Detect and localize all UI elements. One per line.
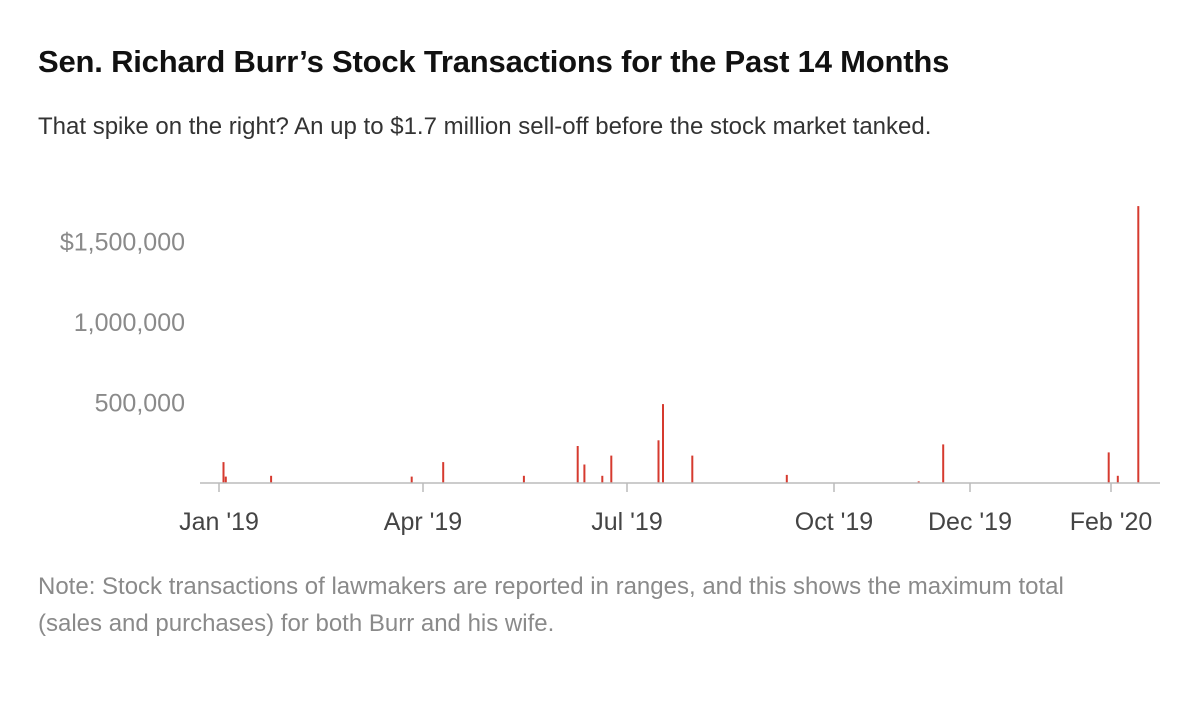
x-tick-label: Jan '19	[179, 508, 259, 536]
transaction-bar	[662, 404, 664, 483]
transaction-bar	[917, 481, 920, 483]
transaction-bar	[270, 475, 273, 483]
transaction-bar	[785, 474, 788, 483]
chart-subtitle: That spike on the right? An up to $1.7 m…	[38, 113, 932, 140]
y-tick-label: 1,000,000	[74, 309, 185, 337]
x-tick-label: Dec '19	[928, 508, 1012, 536]
transaction-bar	[442, 462, 445, 483]
stock-transactions-chart: 500,000 1,000,000 $1,500,000 Jan '19 Apr '1…	[60, 206, 1160, 536]
transaction-bar	[1116, 475, 1119, 483]
y-tick-label: 500,000	[95, 390, 185, 418]
x-axis: Jan '19 Apr '19 Jul '19 Oct '19 Dec '19 Feb '…	[179, 483, 1152, 536]
chart-title: Sen. Richard Burr’s Stock Transactions f…	[38, 44, 950, 79]
transaction-bar	[522, 475, 525, 483]
transaction-bar	[657, 440, 660, 483]
transaction-bar	[942, 444, 945, 483]
transaction-bar	[222, 462, 225, 483]
y-tick-label: $1,500,000	[60, 229, 185, 257]
x-tick-label: Apr '19	[384, 508, 462, 536]
transaction-bar	[224, 476, 227, 483]
transaction-bar	[583, 464, 586, 483]
transaction-bar	[576, 446, 579, 483]
x-tick-label: Oct '19	[795, 508, 873, 536]
transaction-bar	[1107, 452, 1110, 483]
transaction-bar	[1137, 206, 1140, 483]
transaction-bar	[610, 455, 613, 483]
x-tick-label: Feb '20	[1070, 508, 1153, 536]
transaction-bar	[410, 476, 413, 483]
chart-note: Note: Stock transactions of lawmakers ar…	[38, 573, 1064, 637]
transaction-bar	[691, 455, 694, 483]
x-tick-label: Jul '19	[591, 508, 662, 536]
bar-series	[222, 206, 1140, 483]
transaction-bar	[601, 475, 604, 483]
y-axis: 500,000 1,000,000 $1,500,000	[60, 229, 185, 418]
